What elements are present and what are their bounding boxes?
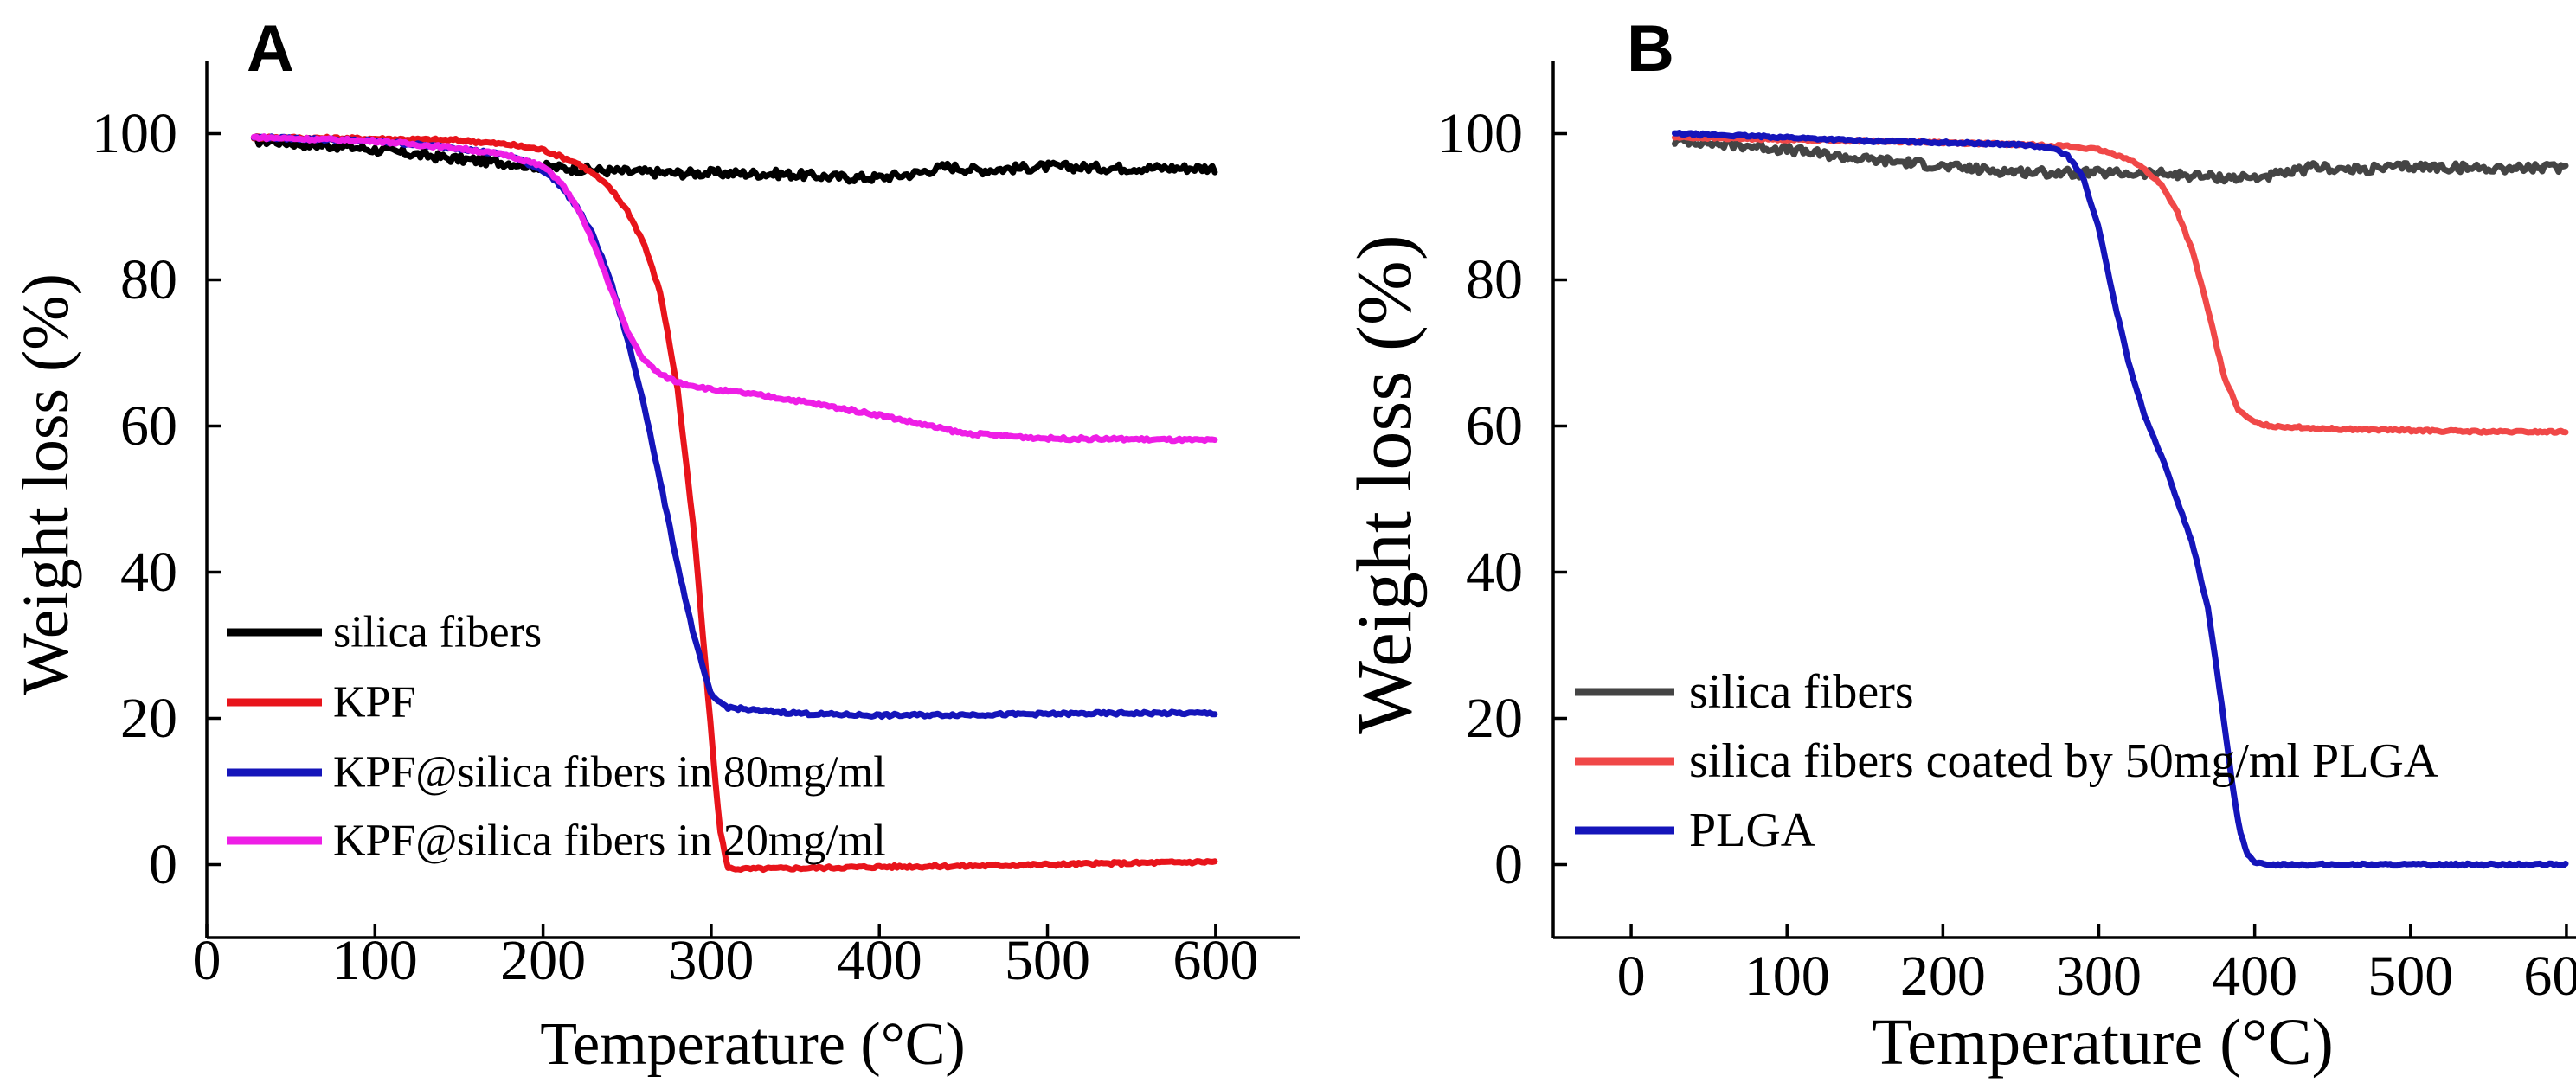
legend-label: KPF bbox=[333, 678, 415, 727]
panel-b-x-tick-labels: 0 100 200 300 400 500 600 bbox=[1617, 945, 2576, 1008]
panel-b-legend: silica fibers silica fibers coated by 50… bbox=[1575, 665, 2439, 857]
panel-a: A 0 100 200 300 400 500 600 bbox=[10, 12, 1300, 1078]
panel-a-y-tick-label: 100 bbox=[92, 102, 177, 165]
panel-b-y-tick-label: 100 bbox=[1437, 102, 1523, 165]
panel-b-x-tick-label: 400 bbox=[2212, 945, 2297, 1008]
legend-label: PLGA bbox=[1689, 804, 1816, 857]
legend-label: silica fibers bbox=[333, 608, 542, 657]
panel-a-x-tick-label: 400 bbox=[837, 929, 922, 992]
panel-a-y-tick-label: 40 bbox=[120, 541, 177, 604]
panel-a-x-tick-label: 100 bbox=[332, 929, 418, 992]
panel-b-y-tick-label: 60 bbox=[1466, 394, 1523, 458]
series-line-silica-fibers bbox=[1672, 134, 2569, 185]
panel-a-y-tick-label: 20 bbox=[120, 687, 177, 750]
legend-item: PLGA bbox=[1575, 804, 1816, 857]
series-line-silica-plga-coated bbox=[1672, 133, 2569, 436]
panel-a-x-tick-label: 600 bbox=[1172, 929, 1258, 992]
legend-item: KPF@silica fibers in 80mg/ml bbox=[227, 748, 886, 798]
series-line-silica-fibers bbox=[250, 134, 1218, 185]
legend-label: silica fibers coated by 50mg/ml PLGA bbox=[1689, 734, 2439, 788]
panel-b-series bbox=[1672, 130, 2569, 869]
panel-b-x-tick-label: 300 bbox=[2056, 945, 2142, 1008]
panel-b-x-tick-label: 0 bbox=[1617, 945, 1646, 1008]
legend-label: KPF@silica fibers in 20mg/ml bbox=[333, 817, 886, 866]
panel-a-legend: silica fibers KPF KPF@silica fibers in 8… bbox=[227, 608, 886, 866]
panel-b-y-tick-labels: 0 20 40 60 80 100 bbox=[1437, 102, 1523, 896]
panel-a-x-tick-label: 0 bbox=[193, 929, 222, 992]
panel-b-x-ticks bbox=[1629, 924, 2568, 938]
panel-b-y-tick-label: 40 bbox=[1466, 541, 1523, 604]
panel-a-y-tick-labels: 0 20 40 60 80 100 bbox=[92, 102, 177, 896]
panel-a-x-tick-label: 300 bbox=[668, 929, 754, 992]
panel-b-y-ticks bbox=[1553, 131, 1567, 867]
panel-b-x-tick-label: 500 bbox=[2367, 945, 2453, 1008]
legend-label: KPF@silica fibers in 80mg/ml bbox=[333, 748, 886, 798]
panel-b-x-tick-label: 600 bbox=[2523, 945, 2576, 1008]
panel-a-x-tick-label: 500 bbox=[1005, 929, 1090, 992]
panel-a-x-axis-label: Temperature (°C) bbox=[540, 1011, 965, 1078]
panel-b-y-tick-label: 0 bbox=[1494, 833, 1523, 896]
legend-item: silica fibers bbox=[1575, 665, 1914, 719]
legend-item: KPF bbox=[227, 678, 415, 727]
panel-a-x-tick-labels: 0 100 200 300 400 500 600 bbox=[193, 929, 1259, 992]
panel-b-y-tick-label: 80 bbox=[1466, 248, 1523, 311]
legend-label: silica fibers bbox=[1689, 665, 1914, 719]
panel-b-x-axis-label: Temperature (°C) bbox=[1872, 1006, 2334, 1079]
panel-a-y-axis-label: Weight loss (%) bbox=[10, 273, 82, 695]
panel-b-x-tick-label: 100 bbox=[1744, 945, 1830, 1008]
legend-item: silica fibers bbox=[227, 608, 542, 657]
legend-item: KPF@silica fibers in 20mg/ml bbox=[227, 817, 886, 866]
series-line-kpf-silica-20 bbox=[250, 133, 1218, 445]
panel-a-x-tick-label: 200 bbox=[500, 929, 586, 992]
panel-a-y-tick-label: 0 bbox=[149, 833, 177, 896]
panel-b-y-axis-label: Weight loss (%) bbox=[1342, 234, 1428, 734]
series-line-plga bbox=[1672, 130, 2569, 869]
panel-a-y-tick-label: 80 bbox=[120, 248, 177, 311]
panel-a-letter: A bbox=[247, 12, 294, 86]
panel-a-y-tick-label: 60 bbox=[120, 394, 177, 458]
panel-b-x-tick-label: 200 bbox=[1900, 945, 1986, 1008]
panel-a-y-ticks bbox=[207, 131, 221, 867]
panel-b: B 0 100 200 300 400 500 60 0 bbox=[1342, 12, 2576, 1079]
series-line-kpf bbox=[250, 133, 1218, 874]
panel-a-series bbox=[250, 133, 1218, 874]
panel-b-letter: B bbox=[1627, 12, 1674, 86]
panel-b-y-tick-label: 20 bbox=[1466, 687, 1523, 750]
legend-item: silica fibers coated by 50mg/ml PLGA bbox=[1575, 734, 2439, 788]
panel-a-x-ticks bbox=[205, 924, 1217, 938]
